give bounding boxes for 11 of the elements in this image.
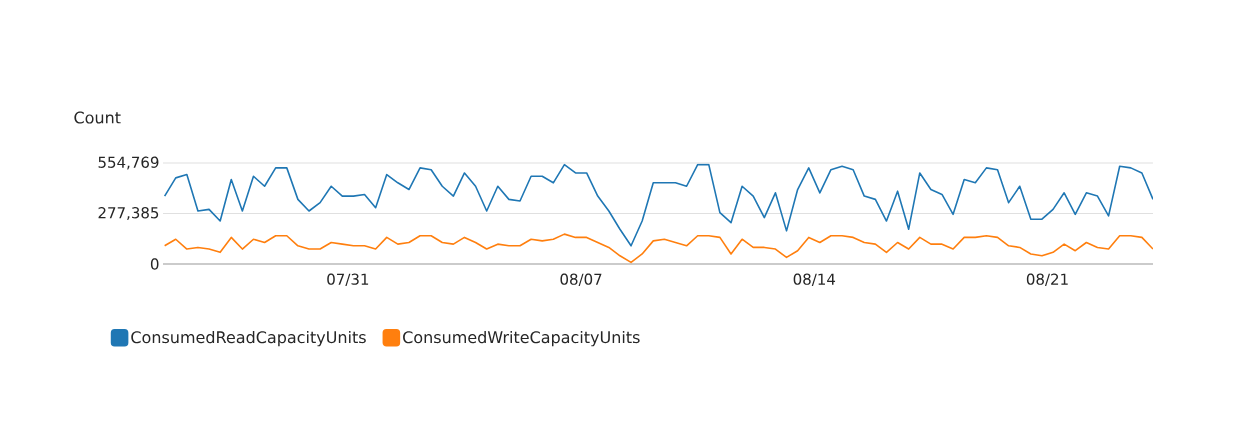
y-tick-label: 277,385 xyxy=(98,207,159,220)
y-axis-title: Count xyxy=(74,111,121,124)
x-tick-label: 08/14 xyxy=(793,273,836,287)
x-tick-label: 08/21 xyxy=(1026,273,1068,287)
line-series xyxy=(163,233,1153,264)
legend-label: ConsumedWriteCapacityUnits xyxy=(403,330,640,347)
x-tick-label: 07/31 xyxy=(327,273,369,287)
y-tick-label: 0 xyxy=(150,258,159,270)
y-tick-label: 554,769 xyxy=(98,156,159,170)
x-tick-label: 08/07 xyxy=(560,273,602,287)
legend-label: ConsumedReadCapacityUnits xyxy=(131,330,366,347)
